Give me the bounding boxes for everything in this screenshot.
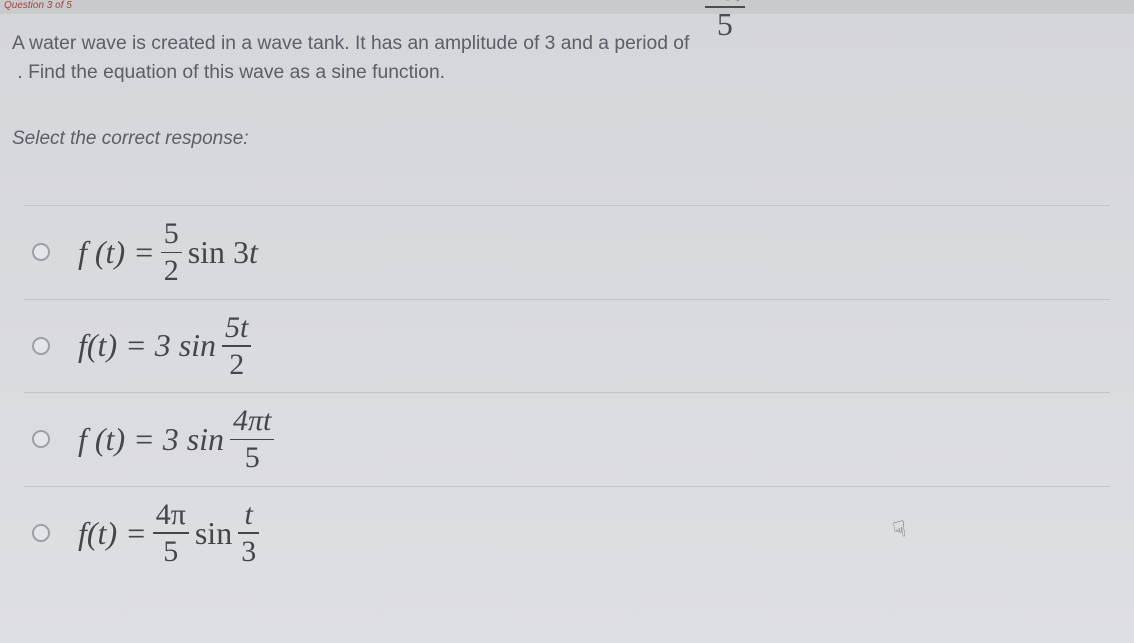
quiz-page: Question 3 of 5 A water wave is created … [0, 0, 1134, 643]
question-part2: . Find the equation of this wave as a si… [12, 59, 445, 88]
fraction: 5t 2 [222, 312, 251, 381]
option-2-math: f(t) = 3 sin 5t 2 [78, 312, 257, 381]
radio-icon[interactable] [32, 337, 50, 355]
radio-icon[interactable] [32, 524, 50, 542]
question-counter-strip: Question 3 of 5 [0, 0, 1134, 14]
option-3[interactable]: f (t) = 3 sin 4πt 5 [24, 393, 1110, 487]
question-part1: A water wave is created in a wave tank. … [12, 30, 695, 59]
math-trail: t [249, 234, 258, 271]
frac2-num: t [242, 499, 256, 531]
frac2-den: 3 [238, 536, 259, 568]
frac-num: 5 [161, 218, 182, 250]
math-mid: sin 3 [188, 234, 249, 271]
option-2[interactable]: f(t) = 3 sin 5t 2 [24, 300, 1110, 394]
fraction-bar [222, 345, 251, 347]
frac-den: 2 [226, 349, 247, 381]
select-instruction: Select the correct response: [12, 128, 1122, 150]
frac-num: 4πt [230, 405, 274, 437]
fraction-bar [230, 439, 274, 441]
math-lead: f(t) = 3 sin [78, 327, 216, 364]
frac-den: 5 [242, 442, 263, 474]
frac-num: 5t [222, 312, 251, 344]
period-fraction: 4π 5 [705, 0, 745, 41]
question-counter: Question 3 of 5 [4, 0, 72, 11]
fraction-bar [238, 532, 259, 534]
option-1-math: f (t) = 5 2 sin 3 t [78, 218, 258, 287]
period-denominator: 5 [713, 8, 737, 42]
options-list: f (t) = 5 2 sin 3 t f(t) = 3 sin 5t 2 [24, 205, 1110, 579]
option-3-math: f (t) = 3 sin 4πt 5 [78, 405, 280, 474]
fraction: 5 2 [161, 218, 182, 287]
fraction: 4πt 5 [230, 405, 274, 474]
question-text: A water wave is created in a wave tank. … [12, 30, 1122, 88]
option-1[interactable]: f (t) = 5 2 sin 3 t [24, 205, 1110, 300]
radio-icon[interactable] [32, 243, 50, 261]
radio-icon[interactable] [32, 430, 50, 448]
math-lead: f(t) = [78, 515, 147, 552]
fraction-bar [161, 252, 182, 254]
frac-den: 5 [160, 536, 181, 568]
option-4-math: f(t) = 4π 5 sin t 3 [78, 499, 265, 568]
fraction-2: t 3 [238, 499, 259, 568]
option-4[interactable]: f(t) = 4π 5 sin t 3 [24, 487, 1110, 580]
fraction-bar [153, 532, 189, 534]
frac-den: 2 [161, 255, 182, 287]
math-mid: sin [195, 515, 232, 552]
fraction: 4π 5 [153, 499, 189, 568]
math-lead: f (t) = [78, 234, 155, 271]
question-block: A water wave is created in a wave tank. … [12, 30, 1122, 168]
frac-num: 4π [153, 499, 189, 531]
math-lead: f (t) = 3 sin [78, 421, 224, 458]
